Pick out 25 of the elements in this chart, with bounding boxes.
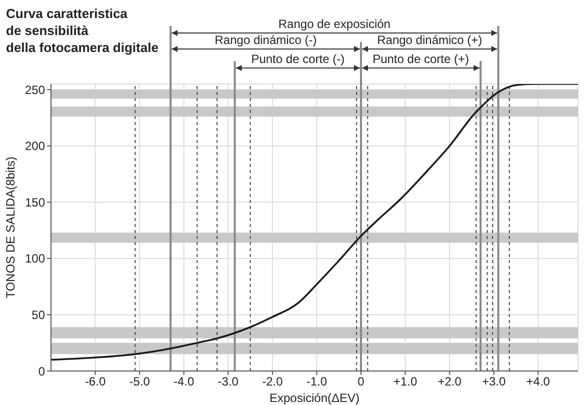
x-tick-label: +4.0 — [526, 374, 550, 389]
text: Rango dinámico (+) — [377, 33, 482, 47]
y-tick-label: 200 — [24, 139, 46, 154]
y-tick-label: 0 — [38, 364, 46, 378]
y-tick-label: 50 — [32, 308, 46, 322]
y-tick-label: 150 — [24, 195, 46, 210]
chart-title: Curva caratteristica de sensibilità della fotocamera digitale — [6, 6, 158, 55]
y-tick-label: 100 — [24, 252, 46, 266]
x-tick-label: -6.0 — [84, 374, 106, 389]
x-tick-label: -5.0 — [129, 374, 150, 389]
x-tick-label: +1.0 — [393, 374, 418, 389]
x-tick-label: +2.0 — [438, 374, 462, 389]
y-axis-title: TONOS DE SALIDA(8bits) — [3, 156, 18, 298]
y-tick-label: 250 — [24, 82, 46, 97]
text: Punto de corte (+) — [372, 52, 469, 66]
x-tick-label: 0 — [358, 374, 365, 389]
x-tick-label: +3.0 — [482, 374, 506, 389]
x-tick-label: -3.0 — [218, 374, 239, 389]
x-axis-title: Exposición(ΔEV) — [269, 391, 360, 405]
text: Punto de corte (-) — [251, 52, 345, 66]
x-tick-label: -2.0 — [262, 374, 284, 389]
x-tick-label: -4.0 — [174, 374, 195, 389]
x-tick-label: -1.0 — [306, 374, 328, 389]
text: Rango dinámico (-) — [214, 33, 317, 47]
text: Rango de exposición — [278, 17, 390, 31]
